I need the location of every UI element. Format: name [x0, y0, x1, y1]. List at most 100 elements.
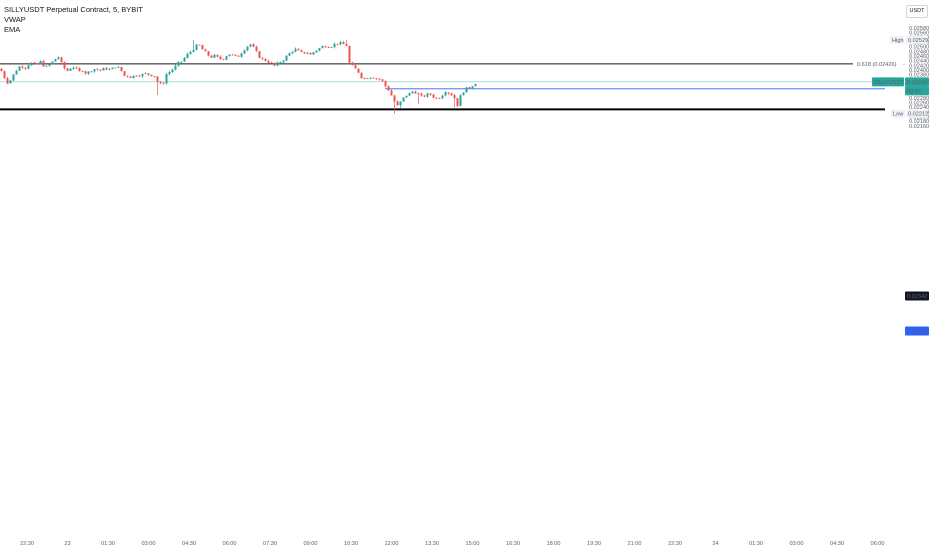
y-tick-label: 0.02580 [909, 26, 929, 32]
candle-body [402, 97, 405, 102]
candle-body [354, 65, 357, 69]
low-value-badge-text: 0.02212 [908, 112, 928, 118]
candle-body [186, 53, 189, 58]
low-tag-bg [891, 109, 905, 118]
candle-body [387, 86, 390, 91]
indicator-ema[interactable]: EMA [4, 25, 21, 34]
candle-body [369, 77, 372, 79]
candle-body [174, 65, 177, 70]
candle-body [192, 50, 195, 52]
candle-body [390, 90, 393, 96]
candle-body [213, 54, 216, 58]
candle-body [252, 44, 255, 47]
candle-body [129, 76, 132, 79]
candle-body [150, 74, 153, 77]
candle-body [219, 56, 222, 60]
candle-body [435, 97, 438, 99]
time-axis[interactable]: 22:30 23 01:30 03:00 04:30 06:00 07:30 09:00 10:… [20, 541, 885, 547]
candle-body [393, 95, 396, 102]
candle-body [27, 65, 30, 69]
x-tick-label: 06:00 [223, 541, 237, 547]
candle-body [84, 71, 87, 74]
candle-body [45, 65, 48, 67]
high-tag-text: High [892, 38, 904, 44]
candle-body [285, 55, 288, 61]
x-tick-label: 04:30 [182, 541, 196, 547]
candle-body [159, 81, 162, 84]
candle-body [306, 52, 309, 54]
candle-body [57, 57, 60, 59]
x-tick-label: 19:30 [587, 541, 601, 547]
x-tick-label: 04:30 [830, 541, 844, 547]
candle-body [180, 61, 183, 63]
candle-body [66, 68, 69, 71]
x-tick-label: 03:00 [142, 541, 156, 547]
y-tick-label: 0.02460 [909, 54, 929, 60]
y-tick-label: 0.02480 [909, 49, 929, 55]
x-tick-label: 09:00 [304, 541, 318, 547]
candle-body [270, 62, 273, 64]
x-tick-label: 23 [64, 541, 70, 547]
candle-body [171, 69, 174, 72]
candle-body [441, 95, 444, 99]
candle-body [207, 51, 210, 56]
candle-body [381, 79, 384, 81]
candle-body [144, 73, 147, 75]
last-price-badge-text: 0.02349 [907, 80, 927, 86]
low-value-badge-bg [906, 109, 928, 118]
y-tick-label: 0.02160 [909, 124, 929, 130]
candle-body [228, 54, 231, 57]
symbol-title[interactable]: SILLYUSDT Perpetual Contract, 5, BYBIT [4, 5, 143, 14]
x-tick-label: 12:00 [385, 541, 399, 547]
candle-body [198, 44, 201, 46]
candle-body [291, 51, 294, 54]
candle-body [6, 78, 9, 84]
high-value-badge: 0.02529 [906, 35, 928, 44]
candle-body [18, 66, 21, 71]
candle-body [474, 84, 477, 87]
y-tick-label: 0.02500 [909, 45, 929, 51]
candle-body [240, 53, 243, 57]
low-value-badge: 0.02212 [906, 109, 928, 118]
x-tick-label: 01:30 [749, 541, 763, 547]
high-value-badge-text: 0.02529 [908, 38, 928, 44]
countdown-badge-bg [905, 86, 929, 96]
candle-body [324, 46, 327, 48]
candle-body [54, 58, 57, 62]
x-tick-label: 15:00 [466, 541, 480, 547]
candle-body [345, 44, 348, 47]
currency-unit-button[interactable]: USDT [906, 5, 928, 18]
symbol-badge-text: SILLYUSDT.P [874, 80, 909, 86]
candle-body [30, 62, 33, 66]
candle-body [0, 68, 3, 72]
fib-level-label: 0.618 (0.02426) [857, 62, 897, 68]
x-tick-label: 24 [712, 541, 718, 547]
candle-body [156, 76, 159, 82]
top-price-badge: 0.02342 [905, 291, 929, 301]
candle-body [147, 73, 150, 75]
candle-body [195, 44, 198, 51]
countdown-badge-text: 00:16 [907, 89, 921, 95]
candle-body [51, 61, 54, 65]
countdown-badge: 00:16 [905, 86, 929, 96]
candle-body [429, 93, 432, 95]
indicator-vwap[interactable]: VWAP [4, 15, 26, 24]
candle-body [339, 42, 342, 45]
blue-level-badge-bg [905, 326, 929, 336]
y-tick-label: 0.02420 [909, 63, 929, 69]
candle-body [399, 101, 402, 106]
candle-body [351, 62, 354, 66]
symbol-badge: SILLYUSDT.P [872, 77, 909, 87]
candle-body [96, 69, 99, 71]
blue-level-badge: 0.02319 [905, 326, 929, 336]
candle-body [255, 46, 258, 52]
y-tick-label: 0.02400 [909, 68, 929, 74]
candle-body [3, 71, 6, 79]
y-tick-label: 0.02280 [909, 96, 929, 102]
candle-body [468, 87, 471, 89]
x-tick-label: 16:30 [506, 541, 520, 547]
candle-body [453, 95, 456, 99]
last-price-badge: 0.02349 [905, 77, 929, 87]
candle-body [261, 57, 264, 59]
